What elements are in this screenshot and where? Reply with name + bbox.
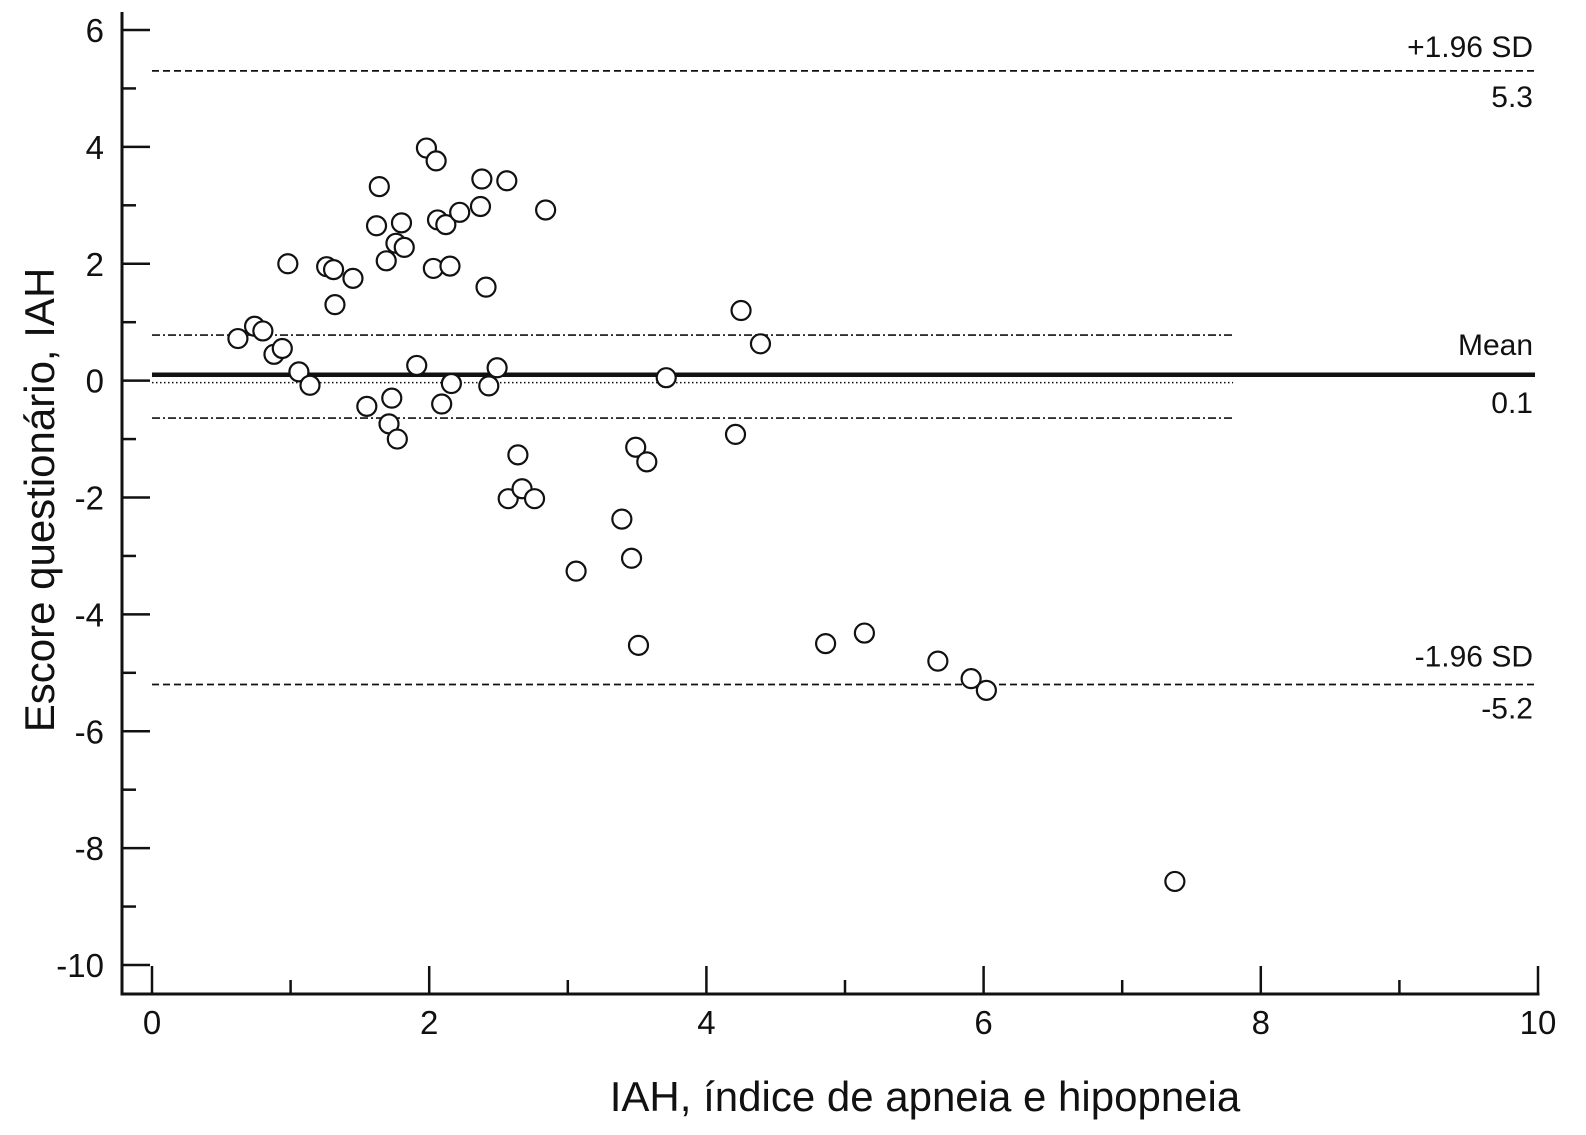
x-tick-label: 4 bbox=[697, 1004, 715, 1041]
data-point bbox=[449, 201, 471, 223]
data-point bbox=[252, 320, 274, 342]
data-point bbox=[749, 333, 772, 355]
lower-limit-label: -1.96 SD bbox=[1415, 641, 1533, 674]
y-tick-label: 4 bbox=[86, 129, 104, 166]
x-ticks: 0 2 4 6 8 10 bbox=[143, 966, 1557, 1041]
x-tick-label: 0 bbox=[143, 1004, 161, 1041]
data-point bbox=[368, 176, 390, 198]
x-tick-label: 2 bbox=[420, 1004, 438, 1041]
data-points bbox=[227, 137, 1186, 893]
data-point bbox=[636, 451, 658, 473]
data-point bbox=[324, 294, 346, 316]
data-point bbox=[271, 337, 293, 360]
data-point bbox=[440, 372, 462, 395]
data-point bbox=[565, 560, 587, 582]
data-point bbox=[853, 622, 876, 644]
y-tick-label: 6 bbox=[86, 12, 104, 49]
data-point bbox=[439, 255, 461, 277]
data-point bbox=[393, 236, 415, 258]
data-point bbox=[381, 387, 403, 409]
data-point bbox=[390, 212, 413, 234]
data-point bbox=[475, 276, 497, 298]
data-point bbox=[927, 650, 949, 672]
mean-label: Mean bbox=[1458, 329, 1533, 362]
data-point bbox=[431, 393, 453, 415]
data-point bbox=[471, 168, 493, 190]
data-point bbox=[960, 668, 982, 690]
lower-limit-value: -5.2 bbox=[1481, 693, 1533, 726]
data-point bbox=[611, 508, 633, 530]
data-point bbox=[1164, 870, 1186, 893]
data-point bbox=[620, 547, 643, 569]
y-tick-label: -6 bbox=[75, 713, 104, 750]
data-point bbox=[469, 195, 492, 218]
data-point bbox=[322, 258, 345, 281]
data-point bbox=[496, 170, 518, 192]
data-point bbox=[535, 199, 557, 221]
data-point bbox=[288, 361, 310, 383]
data-point bbox=[478, 375, 500, 397]
data-point bbox=[425, 150, 447, 172]
data-point bbox=[730, 299, 752, 322]
data-point bbox=[356, 395, 378, 417]
axes bbox=[120, 12, 1540, 996]
y-tick-label: -10 bbox=[56, 947, 104, 984]
y-ticks: 6 4 2 0 -2 -4 -6 -8 -10 bbox=[56, 12, 150, 984]
upper-limit-label: +1.96 SD bbox=[1407, 31, 1533, 64]
x-tick-label: 8 bbox=[1252, 1004, 1270, 1041]
data-point bbox=[486, 357, 508, 379]
data-point bbox=[342, 267, 364, 289]
data-point bbox=[435, 213, 457, 236]
y-tick-label: -2 bbox=[75, 480, 104, 517]
data-point bbox=[625, 436, 647, 458]
data-point bbox=[655, 367, 677, 389]
y-tick-label: 0 bbox=[86, 363, 104, 400]
data-point bbox=[365, 215, 388, 237]
y-axis-title: Escore questionário, IAH bbox=[16, 268, 63, 733]
data-point bbox=[627, 634, 650, 656]
data-point bbox=[386, 428, 408, 450]
y-tick-label: 2 bbox=[86, 246, 104, 283]
data-point bbox=[724, 423, 747, 445]
x-tick-label: 6 bbox=[974, 1004, 992, 1041]
mean-value: 0.1 bbox=[1491, 387, 1533, 420]
x-tick-label: 10 bbox=[1520, 1004, 1557, 1041]
data-point bbox=[277, 253, 299, 275]
data-point bbox=[975, 679, 997, 701]
data-point bbox=[299, 374, 321, 396]
upper-limit-value: 5.3 bbox=[1491, 81, 1533, 114]
data-point bbox=[406, 354, 428, 377]
data-point bbox=[227, 327, 249, 350]
x-axis-title: IAH, índice de apneia e hipopneia bbox=[610, 1073, 1241, 1120]
y-tick-label: -8 bbox=[75, 830, 104, 867]
data-point bbox=[375, 250, 397, 272]
data-point bbox=[507, 444, 529, 466]
data-point bbox=[523, 488, 546, 510]
y-tick-label: -4 bbox=[75, 596, 104, 633]
data-point bbox=[814, 632, 837, 655]
reference-lines bbox=[152, 70, 1535, 686]
